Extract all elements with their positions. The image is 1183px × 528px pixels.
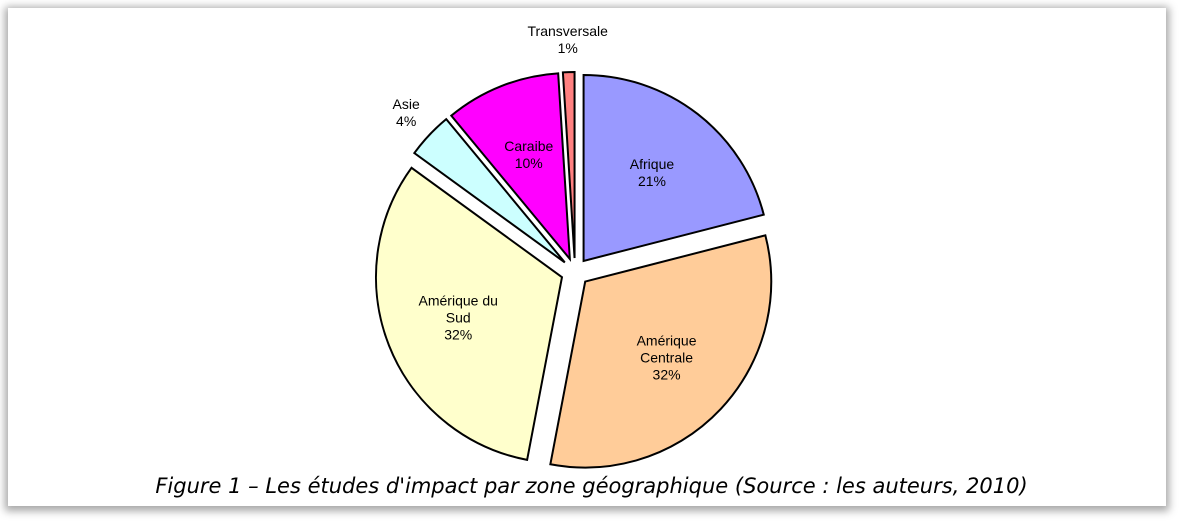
pie-slice — [549, 234, 773, 469]
slice-value: 1% — [557, 40, 578, 57]
slice-value: 4% — [396, 113, 417, 130]
pie-slice — [582, 73, 765, 263]
slice-value: 32% — [652, 366, 681, 383]
slice-value: 10% — [514, 155, 543, 172]
slice-label: Caraibe 10% — [484, 138, 574, 172]
slice-label: Amérique du Sud 32% — [413, 293, 503, 344]
slice-value: 21% — [637, 172, 666, 189]
pie-slice — [561, 71, 576, 259]
caption: Figure 1 – Les études d'impact par zone … — [155, 474, 1028, 498]
slice-name: Amérique Centrale — [636, 332, 697, 366]
slice-name: Asie — [392, 96, 420, 113]
slice-label: Amérique Centrale 32% — [622, 332, 712, 383]
slice-name: Caraibe — [504, 138, 554, 155]
slice-name: Afrique — [629, 155, 675, 172]
slice-name: Transversale — [527, 23, 608, 40]
pie-slice — [449, 72, 572, 262]
slice-label: Afrique 21% — [607, 156, 697, 190]
slice-label: Asie 4% — [361, 96, 451, 130]
pie-slice — [375, 166, 564, 462]
slice-label: Transversale 1% — [523, 23, 613, 57]
slice-value: 32% — [444, 326, 473, 343]
slice-name: Amérique du Sud — [418, 292, 498, 326]
pie-slice — [412, 117, 566, 264]
